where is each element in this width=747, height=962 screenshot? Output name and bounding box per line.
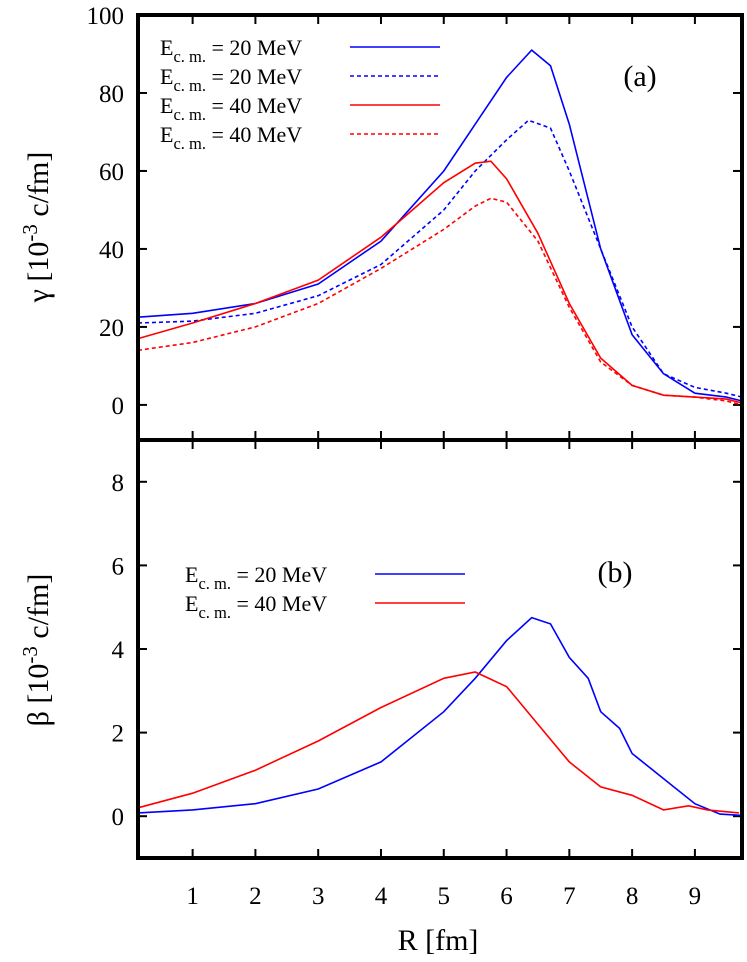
legend-label: Ec. m. = 20 MeV: [160, 35, 302, 66]
y-tick-label: 60: [99, 159, 124, 186]
panel-label: (a): [623, 60, 656, 93]
plot-frame: [136, 438, 744, 860]
y-tick-label: 2: [112, 721, 125, 748]
legend-label: Ec. m. = 20 MeV: [160, 64, 302, 95]
series-line-1: [137, 119, 743, 398]
y-tick-label: 20: [99, 315, 124, 342]
x-tick-label: 2: [249, 883, 262, 910]
y-tick-label: 6: [112, 553, 125, 580]
legend-label: Ec. m. = 40 MeV: [160, 93, 302, 124]
x-axis-label: R [fm]: [398, 924, 479, 957]
y-tick-label: 0: [112, 804, 125, 831]
y-tick-label: 0: [112, 393, 125, 420]
x-tick-label: 6: [500, 883, 513, 910]
y-tick-label: 40: [99, 237, 124, 264]
legend-label: Ec. m. = 40 MeV: [160, 122, 302, 153]
y-tick-label: 100: [87, 3, 125, 30]
y-tick-label: 80: [99, 81, 124, 108]
series-line-1: [137, 671, 739, 814]
y-axis-label: γ [10-3 c/fm]: [18, 152, 55, 304]
x-tick-label: 3: [312, 883, 325, 910]
x-tick-label: 5: [438, 883, 451, 910]
x-tick-label: 8: [626, 883, 639, 910]
x-tick-label: 9: [689, 883, 702, 910]
y-tick-label: 8: [112, 470, 125, 497]
x-tick-label: 7: [563, 883, 576, 910]
legend-label: Ec. m. = 20 MeV: [185, 562, 327, 593]
series-line-0: [137, 616, 743, 817]
y-tick-label: 4: [112, 637, 125, 664]
y-axis-label: β [10-3 c/fm]: [18, 574, 55, 727]
series-line-3: [137, 197, 743, 406]
series-line-0: [137, 48, 743, 402]
x-tick-label: 4: [375, 883, 388, 910]
legend-label: Ec. m. = 40 MeV: [185, 591, 327, 622]
series-line-2: [137, 160, 743, 404]
x-tick-label: 1: [186, 883, 199, 910]
panel-label: (b): [598, 556, 633, 589]
